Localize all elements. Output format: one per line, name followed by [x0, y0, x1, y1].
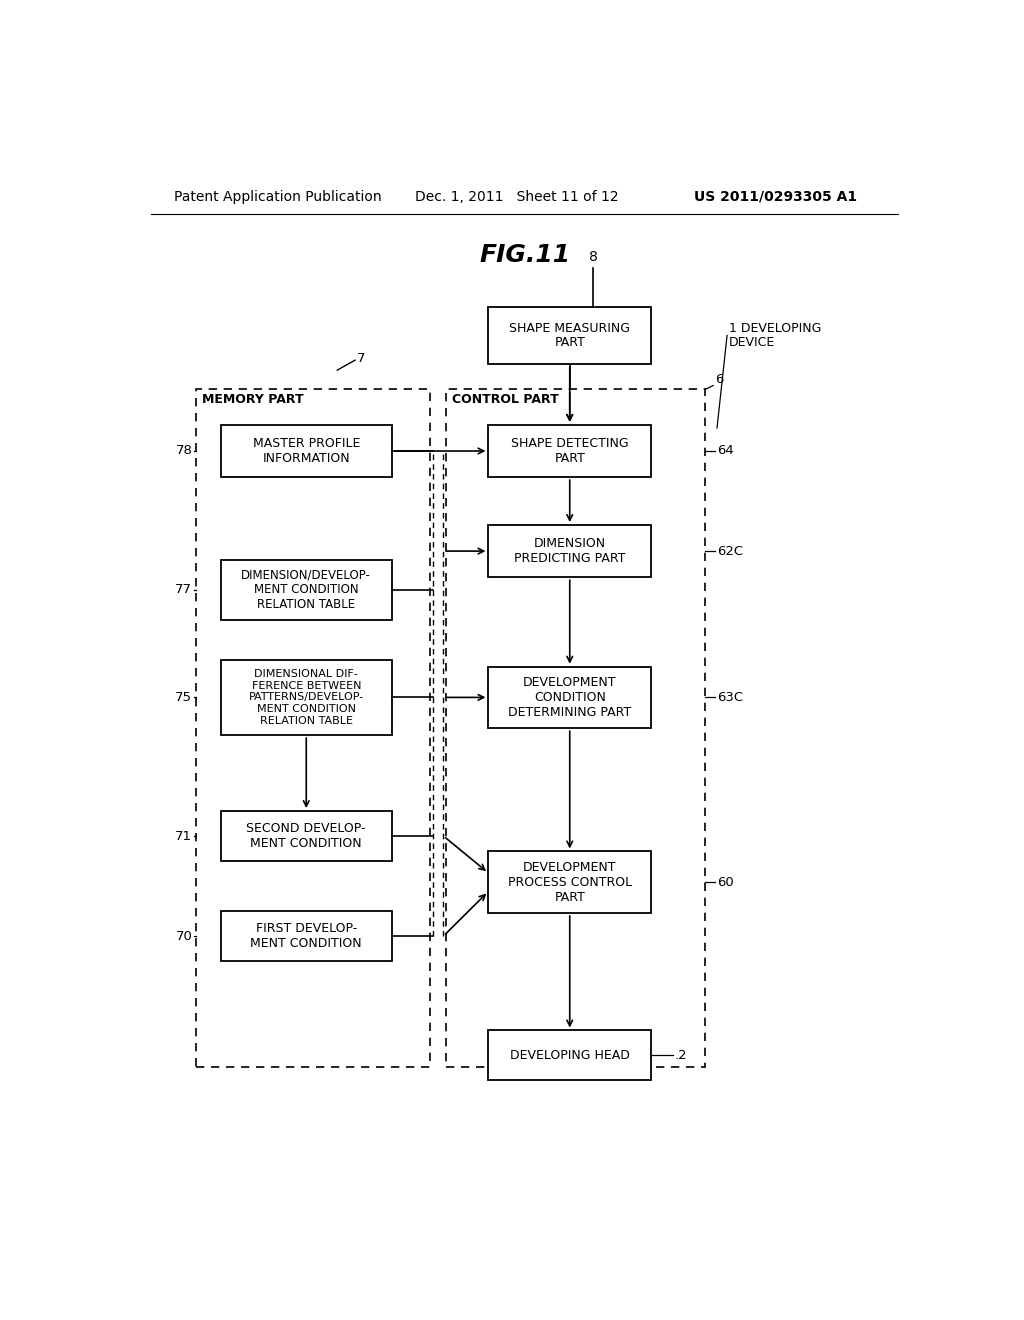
- FancyBboxPatch shape: [221, 560, 391, 619]
- Text: Dec. 1, 2011   Sheet 11 of 12: Dec. 1, 2011 Sheet 11 of 12: [415, 190, 618, 203]
- Text: 6: 6: [715, 372, 723, 385]
- Text: SECOND DEVELOP-
MENT CONDITION: SECOND DEVELOP- MENT CONDITION: [247, 822, 366, 850]
- Text: FIG.11: FIG.11: [479, 243, 570, 267]
- Text: CONTROL PART: CONTROL PART: [452, 393, 559, 407]
- FancyBboxPatch shape: [221, 911, 391, 961]
- Text: 64: 64: [717, 445, 734, 458]
- FancyBboxPatch shape: [488, 1031, 651, 1081]
- Text: Patent Application Publication: Patent Application Publication: [174, 190, 382, 203]
- Text: MEMORY PART: MEMORY PART: [203, 393, 304, 407]
- Text: DEVELOPMENT
PROCESS CONTROL
PART: DEVELOPMENT PROCESS CONTROL PART: [508, 861, 632, 904]
- Text: FIRST DEVELOP-
MENT CONDITION: FIRST DEVELOP- MENT CONDITION: [251, 923, 362, 950]
- FancyBboxPatch shape: [221, 425, 391, 478]
- Text: DIMENSIONAL DIF-
FERENCE BETWEEN
PATTERNS/DEVELOP-
MENT CONDITION
RELATION TABLE: DIMENSIONAL DIF- FERENCE BETWEEN PATTERN…: [249, 669, 364, 726]
- Text: 1 DEVELOPING
DEVICE: 1 DEVELOPING DEVICE: [729, 322, 821, 350]
- Text: 78: 78: [175, 445, 193, 458]
- Text: DIMENSION/DEVELOP-
MENT CONDITION
RELATION TABLE: DIMENSION/DEVELOP- MENT CONDITION RELATI…: [242, 568, 371, 611]
- Text: 7: 7: [356, 352, 366, 366]
- FancyBboxPatch shape: [221, 810, 391, 861]
- Text: 75: 75: [175, 690, 193, 704]
- FancyBboxPatch shape: [488, 425, 651, 478]
- Text: 62C: 62C: [717, 545, 743, 557]
- Text: 60: 60: [717, 875, 734, 888]
- Text: 70: 70: [175, 929, 193, 942]
- Text: .2: .2: [675, 1049, 687, 1063]
- Text: 77: 77: [175, 583, 193, 597]
- Text: SHAPE MEASURING
PART: SHAPE MEASURING PART: [509, 322, 630, 350]
- FancyBboxPatch shape: [488, 525, 651, 577]
- Text: DIMENSION
PREDICTING PART: DIMENSION PREDICTING PART: [514, 537, 626, 565]
- Text: DEVELOPMENT
CONDITION
DETERMINING PART: DEVELOPMENT CONDITION DETERMINING PART: [508, 676, 632, 719]
- FancyBboxPatch shape: [221, 660, 391, 735]
- Text: DEVELOPING HEAD: DEVELOPING HEAD: [510, 1049, 630, 1063]
- Text: US 2011/0293305 A1: US 2011/0293305 A1: [693, 190, 857, 203]
- FancyBboxPatch shape: [488, 851, 651, 913]
- FancyBboxPatch shape: [488, 667, 651, 729]
- Text: MASTER PROFILE
INFORMATION: MASTER PROFILE INFORMATION: [253, 437, 360, 465]
- Text: 71: 71: [175, 829, 193, 842]
- FancyBboxPatch shape: [488, 306, 651, 364]
- Text: SHAPE DETECTING
PART: SHAPE DETECTING PART: [511, 437, 629, 465]
- Text: 63C: 63C: [717, 690, 743, 704]
- Text: 8: 8: [589, 251, 597, 264]
